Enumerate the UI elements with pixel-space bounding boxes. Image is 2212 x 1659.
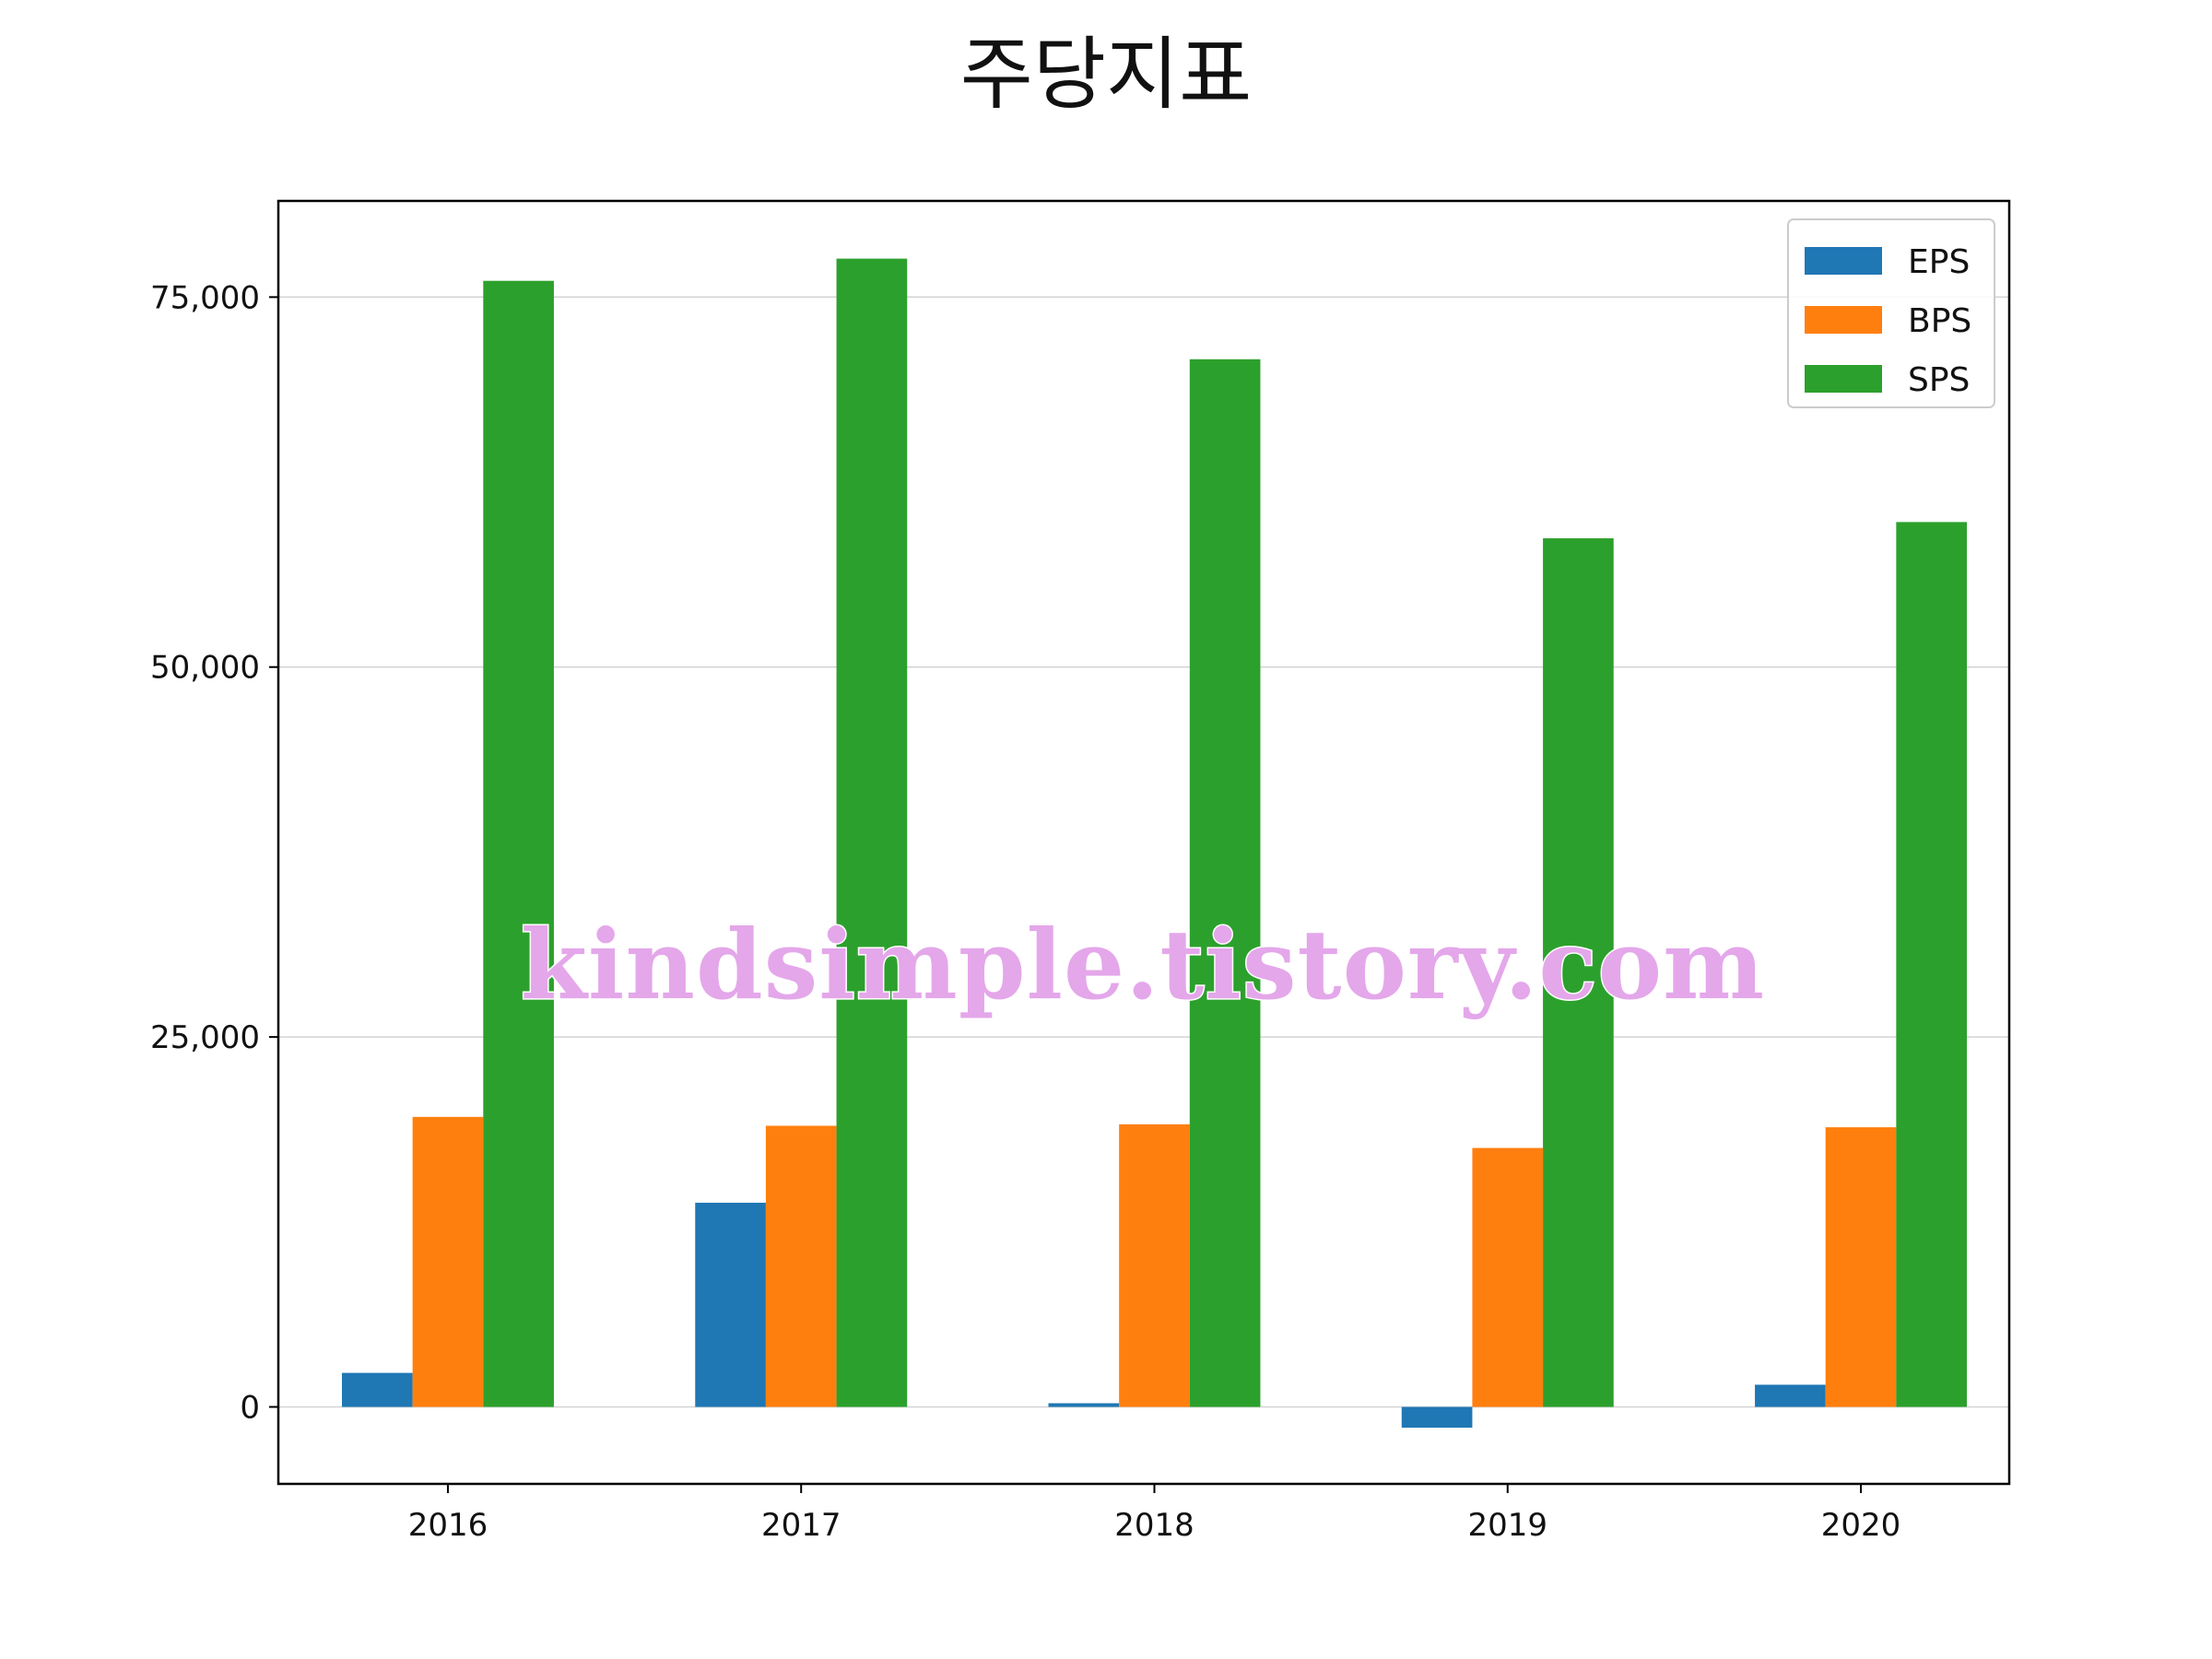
y-tick-label: 75,000 (150, 279, 260, 316)
legend: EPS BPS SPS (1787, 218, 1995, 408)
y-axis: 0 25,000 50,000 75,000 (150, 279, 278, 1427)
legend-swatch-eps (1805, 247, 1882, 275)
y-tick-label: 25,000 (150, 1019, 260, 1056)
legend-swatch-bps (1805, 306, 1882, 334)
y-tick-label: 0 (240, 1390, 260, 1427)
legend-label-sps: SPS (1908, 361, 1970, 399)
bars (341, 258, 1968, 1428)
watermark-text: kindsimple.tistory.com (521, 908, 1765, 1021)
bar-bps-2017 (765, 1125, 837, 1407)
bar-sps-2016 (483, 280, 554, 1407)
bar-eps-2020 (1755, 1384, 1826, 1407)
x-tick-label: 2019 (1467, 1507, 1547, 1544)
bar-sps-2017 (836, 258, 908, 1407)
grid-lines (278, 296, 2009, 1408)
legend-label-bps: BPS (1908, 302, 1971, 340)
legend-label-eps: EPS (1908, 243, 1970, 281)
x-tick-label: 2020 (1821, 1507, 1901, 1544)
bar-bps-2019 (1472, 1147, 1544, 1407)
bar-sps-2020 (1896, 522, 1968, 1407)
legend-swatch-sps (1805, 365, 1882, 393)
bar-eps-2017 (695, 1202, 766, 1407)
bar-sps-2019 (1543, 538, 1614, 1407)
x-axis: 2016 2017 2018 2019 2020 (408, 1484, 1901, 1544)
x-tick-label: 2018 (1114, 1507, 1194, 1544)
x-tick-label: 2016 (408, 1507, 488, 1544)
bar-eps-2016 (341, 1372, 413, 1407)
x-tick-label: 2017 (761, 1507, 841, 1544)
y-tick-label: 50,000 (150, 650, 260, 687)
bar-bps-2020 (1825, 1127, 1897, 1407)
bar-sps-2018 (1189, 359, 1261, 1407)
bar-eps-2018 (1048, 1403, 1120, 1407)
plot-frame (276, 199, 2011, 1486)
chart-title: 주당지표 (959, 29, 1253, 121)
bar-eps-2019 (1401, 1406, 1473, 1428)
bar-bps-2018 (1119, 1124, 1190, 1407)
bar-bps-2016 (412, 1116, 484, 1407)
